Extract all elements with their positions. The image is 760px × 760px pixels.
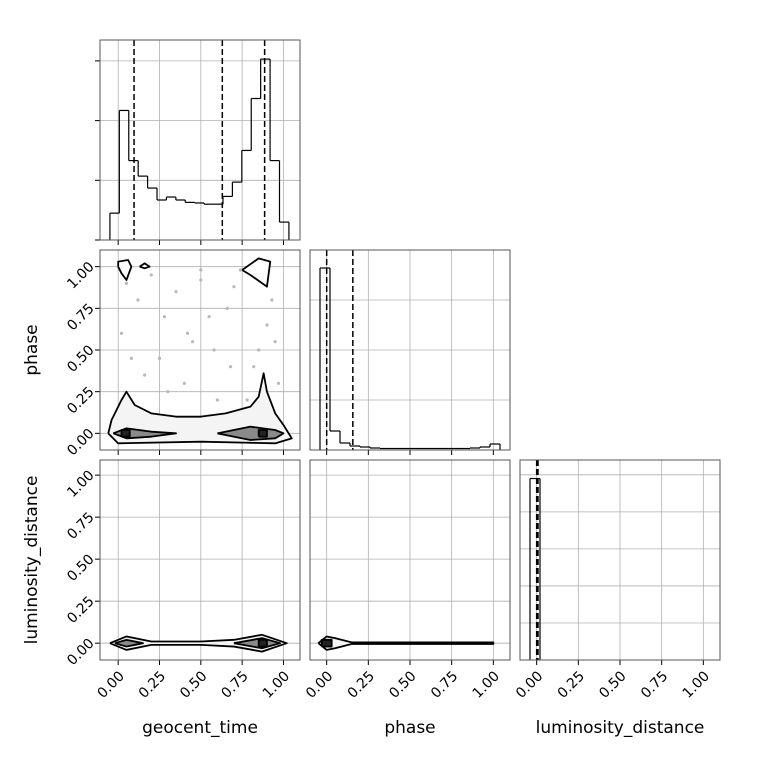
sample-point <box>190 340 195 344</box>
y-tick-label: 1.00 <box>64 467 97 500</box>
sample-point <box>199 268 203 272</box>
sample-point <box>182 381 186 385</box>
y-axis-label: phase <box>22 324 42 375</box>
contour <box>257 638 268 648</box>
sample-point <box>245 398 249 402</box>
contour <box>117 259 133 281</box>
sample-point <box>129 356 134 360</box>
y-tick-label: 0.25 <box>64 594 97 627</box>
x-tick-label: 0.50 <box>386 668 419 701</box>
panel-frame <box>519 459 721 661</box>
sample-point <box>225 306 229 310</box>
contour <box>109 633 288 653</box>
sample-point <box>149 273 153 277</box>
sample-point <box>162 315 167 319</box>
sample-point <box>119 331 124 335</box>
panel-background <box>100 460 300 660</box>
sample-point <box>273 340 277 344</box>
panel-frame <box>99 249 301 451</box>
x-tick-label: 0.50 <box>596 668 629 701</box>
x-tick-label: 1.00 <box>470 668 503 701</box>
x-tick-label: 0.75 <box>218 668 251 701</box>
sample-point <box>257 348 261 352</box>
y-tick-label: 0.75 <box>64 301 97 334</box>
panel-frame <box>99 459 301 661</box>
y-tick-label: 0.25 <box>64 384 97 417</box>
contour <box>114 638 144 648</box>
contour <box>320 638 333 648</box>
sample-point <box>270 298 274 302</box>
y-tick-label: 0.50 <box>64 342 97 375</box>
contour <box>120 429 131 438</box>
x-tick-label: 0.75 <box>428 668 461 701</box>
sample-point <box>212 348 216 352</box>
sample-point <box>166 390 170 394</box>
contour <box>317 635 495 651</box>
contour <box>107 372 293 445</box>
x-axis-label: luminosity_distance <box>536 718 705 738</box>
panel-frame <box>309 249 511 451</box>
x-tick-label: 0.50 <box>177 668 210 701</box>
x-tick-label: 0.00 <box>513 668 546 701</box>
x-tick-label: 1.00 <box>260 668 293 701</box>
sample-point <box>174 290 178 294</box>
sample-point <box>136 298 140 302</box>
contour <box>257 429 268 438</box>
y-tick-label: 1.00 <box>64 259 97 292</box>
x-tick-label: 0.00 <box>94 668 127 701</box>
x-tick-label: 0.25 <box>345 668 378 701</box>
x-tick-label: 0.75 <box>638 668 671 701</box>
sample-point <box>238 268 243 272</box>
y-axis-label: luminosity_distance <box>22 476 42 645</box>
y-tick-label: 0.75 <box>64 509 97 542</box>
sample-point <box>228 365 233 369</box>
sample-point <box>232 285 236 289</box>
x-tick-label: 0.00 <box>303 668 336 701</box>
contour <box>233 637 282 650</box>
sample-point <box>252 365 256 369</box>
sample-point <box>124 281 129 285</box>
y-tick-label: 0.00 <box>64 636 97 669</box>
sample-point <box>157 356 162 360</box>
sample-point <box>207 315 211 319</box>
contour <box>241 257 272 288</box>
contour <box>139 262 151 270</box>
sample-point <box>186 331 190 335</box>
y-tick-label: 0.00 <box>64 426 97 459</box>
sample-point <box>265 323 269 327</box>
sample-point <box>199 278 203 282</box>
x-axis-label: phase <box>384 718 435 738</box>
sample-point <box>276 381 281 385</box>
x-tick-label: 0.25 <box>555 668 588 701</box>
panel-frame <box>99 39 301 241</box>
x-tick-label: 0.25 <box>136 668 169 701</box>
sample-point <box>143 373 147 377</box>
x-axis-label: geocent_time <box>142 718 258 738</box>
panel-frame <box>309 459 511 661</box>
y-tick-label: 0.50 <box>64 552 97 585</box>
sample-point <box>215 398 219 402</box>
x-tick-label: 1.00 <box>680 668 713 701</box>
